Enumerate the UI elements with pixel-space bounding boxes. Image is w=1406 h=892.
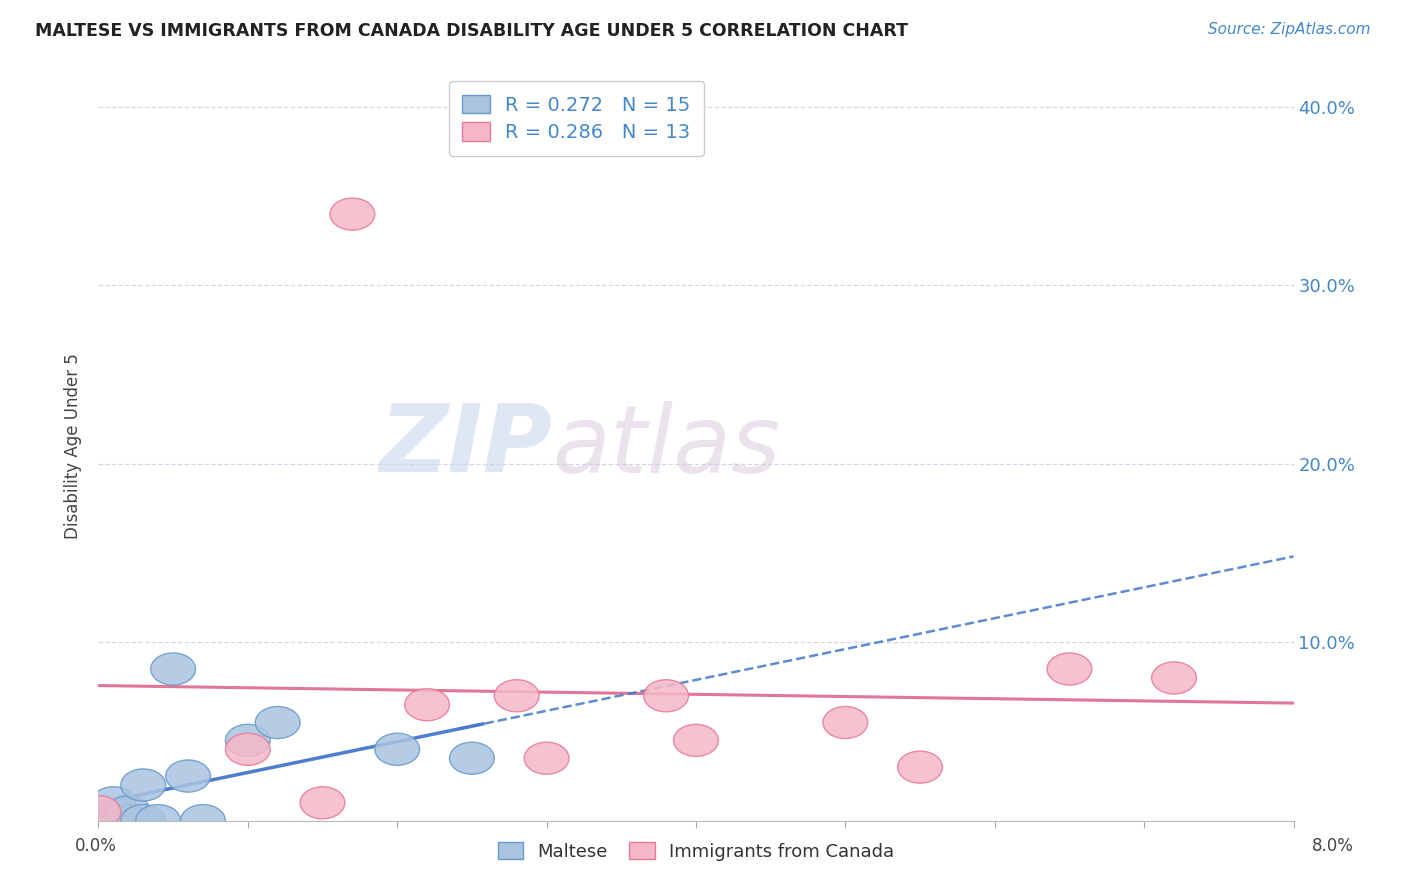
Ellipse shape — [330, 198, 375, 230]
Ellipse shape — [405, 689, 450, 721]
Ellipse shape — [1152, 662, 1197, 694]
Ellipse shape — [450, 742, 495, 774]
Ellipse shape — [225, 733, 270, 765]
Ellipse shape — [76, 805, 121, 837]
Ellipse shape — [91, 805, 136, 837]
Text: 0.0%: 0.0% — [75, 837, 117, 855]
Y-axis label: Disability Age Under 5: Disability Age Under 5 — [65, 353, 83, 539]
Ellipse shape — [166, 760, 211, 792]
Ellipse shape — [495, 680, 538, 712]
Ellipse shape — [105, 805, 150, 837]
Ellipse shape — [644, 680, 689, 712]
Text: MALTESE VS IMMIGRANTS FROM CANADA DISABILITY AGE UNDER 5 CORRELATION CHART: MALTESE VS IMMIGRANTS FROM CANADA DISABI… — [35, 22, 908, 40]
Text: 8.0%: 8.0% — [1312, 837, 1354, 855]
Ellipse shape — [121, 805, 166, 837]
Ellipse shape — [121, 769, 166, 801]
Text: Source: ZipAtlas.com: Source: ZipAtlas.com — [1208, 22, 1371, 37]
Ellipse shape — [225, 724, 270, 756]
Ellipse shape — [150, 653, 195, 685]
Text: ZIP: ZIP — [380, 400, 553, 492]
Legend: Maltese, Immigrants from Canada: Maltese, Immigrants from Canada — [491, 835, 901, 868]
Ellipse shape — [136, 805, 180, 837]
Ellipse shape — [823, 706, 868, 739]
Ellipse shape — [256, 706, 299, 739]
Ellipse shape — [673, 724, 718, 756]
Ellipse shape — [299, 787, 344, 819]
Ellipse shape — [180, 805, 225, 837]
Ellipse shape — [897, 751, 942, 783]
Ellipse shape — [76, 796, 121, 828]
Ellipse shape — [1047, 653, 1092, 685]
Ellipse shape — [105, 796, 150, 828]
Ellipse shape — [91, 787, 136, 819]
Text: atlas: atlas — [553, 401, 780, 491]
Ellipse shape — [524, 742, 569, 774]
Ellipse shape — [375, 733, 419, 765]
